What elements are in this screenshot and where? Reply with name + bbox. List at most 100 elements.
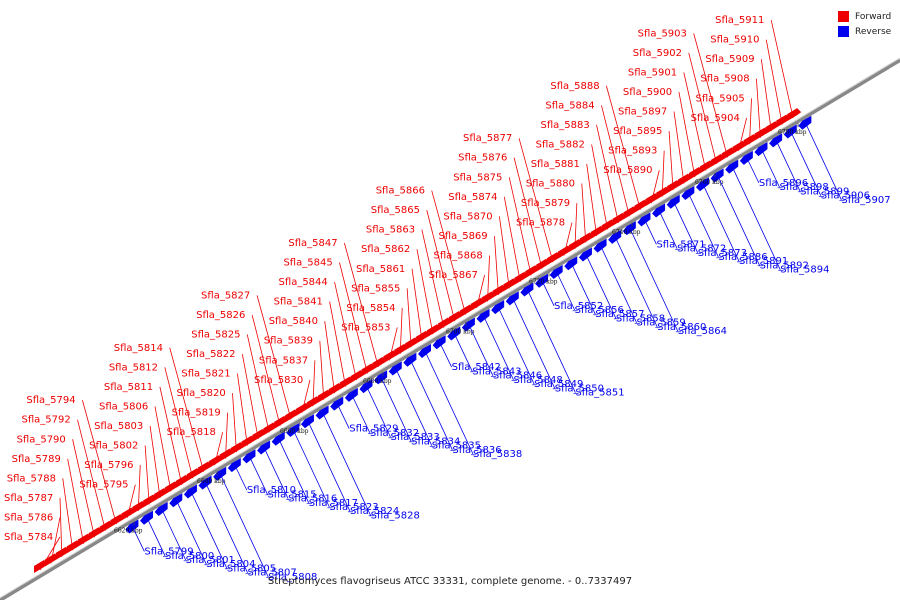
- gene-label: Sfla_5878: [516, 218, 565, 229]
- gene-label: Sfla_5880: [526, 179, 575, 190]
- leader-line: [585, 254, 617, 319]
- forward-gene: [448, 311, 463, 325]
- genome-backbone: [0, 58, 900, 600]
- leader-line: [324, 321, 336, 394]
- leader-line: [687, 192, 719, 258]
- forward-gene: [688, 167, 703, 181]
- gene-label: Sfla_5904: [691, 113, 740, 124]
- leader-line: [395, 368, 433, 446]
- forward-gene: [536, 258, 551, 272]
- gene-label: Sfla_5812: [109, 362, 158, 373]
- reverse-gene: [593, 238, 607, 253]
- gene-label: Sfla_5840: [269, 316, 318, 327]
- gene-label: Sfla_5907: [841, 195, 890, 206]
- gene-label: Sfla_5892: [760, 260, 809, 271]
- leader-line: [169, 347, 205, 472]
- reverse-gene: [783, 124, 797, 139]
- leader-line: [614, 236, 658, 328]
- forward-gene: [743, 134, 758, 148]
- forward-gene: [776, 114, 791, 128]
- scale-tick-label: 6700 kbp: [446, 328, 475, 335]
- reverse-gene: [564, 256, 578, 271]
- reverse-gene: [666, 194, 680, 209]
- leader-line: [476, 274, 486, 309]
- gene-label: Sfla_5893: [608, 146, 657, 157]
- legend-forward: Forward: [838, 9, 891, 24]
- leader-line: [673, 111, 685, 184]
- reverse-gene: [725, 159, 739, 174]
- gene-label: Sfla_5830: [254, 375, 303, 386]
- forward-gene: [306, 396, 321, 410]
- leader-line: [132, 526, 145, 552]
- leader-line: [483, 315, 514, 381]
- leader-line: [601, 105, 630, 217]
- reverse-gene: [739, 150, 753, 165]
- leader-line: [717, 175, 760, 266]
- gene-label: Sfla_5814: [114, 343, 163, 354]
- scale-tick-label: 6780 kbp: [778, 129, 807, 136]
- gene-label: Sfla_5817: [309, 498, 358, 509]
- leader-line: [72, 439, 95, 538]
- forward-gene: [667, 180, 682, 194]
- forward-gene: [186, 468, 201, 482]
- forward-gene: [99, 520, 114, 534]
- gene-label: Sfla_5888: [550, 81, 599, 92]
- leader-line: [508, 177, 532, 276]
- forward-gene: [405, 337, 420, 351]
- gene-label: Sfla_5786: [4, 512, 53, 523]
- leader-line: [292, 429, 330, 508]
- legend-forward-label: Forward: [855, 11, 892, 22]
- forward-gene: [754, 127, 769, 141]
- forward-gene: [525, 265, 540, 279]
- gene-label: Sfla_5816: [288, 494, 337, 505]
- gene-label: Sfla_5851: [575, 388, 624, 399]
- gene-label: Sfla_5833: [390, 432, 439, 443]
- forward-gene: [55, 546, 70, 560]
- gene-label: Sfla_5852: [554, 301, 603, 312]
- reverse-gene: [637, 212, 651, 227]
- leader-line: [731, 166, 781, 270]
- gene-label: Sfla_5897: [618, 107, 667, 118]
- leader-line: [263, 447, 289, 499]
- reverse-gene: [242, 449, 256, 464]
- leader-line: [421, 229, 445, 328]
- gene-label: Sfla_5871: [656, 239, 705, 250]
- gene-label: Sfla_5820: [176, 388, 225, 399]
- leader-line: [431, 190, 467, 315]
- leader-line: [301, 379, 311, 413]
- gene-label: Sfla_5865: [371, 205, 420, 216]
- forward-gene: [197, 461, 212, 475]
- reverse-gene: [169, 493, 183, 508]
- gene-label: Sfla_5846: [493, 371, 542, 382]
- leader-line: [351, 394, 371, 434]
- gene-label: Sfla_5839: [264, 336, 313, 347]
- forward-gene: [634, 199, 649, 213]
- forward-gene: [459, 304, 474, 318]
- leader-line: [749, 98, 752, 145]
- reverse-gene: [520, 282, 534, 297]
- gene-label: Sfla_5794: [26, 395, 75, 406]
- reverse-gene: [257, 440, 271, 455]
- forward-gene: [328, 383, 343, 397]
- leader-line: [307, 421, 351, 512]
- gene-label: Sfla_5869: [438, 231, 487, 242]
- reverse-gene: [125, 519, 139, 534]
- forward-gene: [623, 206, 638, 220]
- leader-line: [494, 235, 499, 295]
- leader-line: [668, 131, 674, 191]
- gene-label: Sfla_5808: [268, 572, 317, 583]
- leader-line: [329, 301, 347, 387]
- reverse-gene: [798, 115, 812, 130]
- reverse-gene: [505, 291, 519, 306]
- leader-line: [126, 484, 136, 518]
- gene-label: Sfla_5853: [341, 322, 390, 333]
- leader-line: [256, 295, 292, 420]
- legend-reverse: Reverse: [838, 24, 891, 39]
- gene-label: Sfla_5855: [351, 283, 400, 294]
- reverse-gene: [535, 273, 549, 288]
- leader-line: [343, 242, 379, 368]
- leader-line: [62, 478, 74, 551]
- leader-line: [339, 262, 368, 374]
- gene-label: Sfla_5891: [739, 256, 788, 267]
- reverse-gene: [418, 344, 431, 358]
